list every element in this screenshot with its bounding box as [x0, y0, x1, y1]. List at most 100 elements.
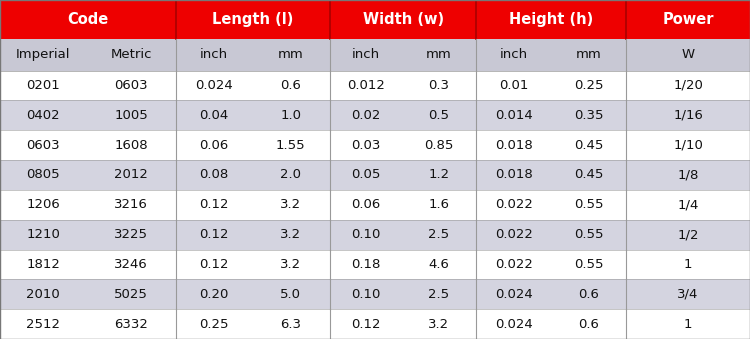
- Bar: [251, 71, 330, 100]
- Bar: [0, 309, 86, 339]
- Text: 3.2: 3.2: [280, 228, 302, 241]
- Text: 0.022: 0.022: [495, 228, 532, 241]
- Text: 0.25: 0.25: [199, 318, 229, 331]
- Text: 0.45: 0.45: [574, 168, 604, 181]
- Text: 1/20: 1/20: [674, 79, 703, 92]
- Bar: [176, 160, 251, 190]
- Text: 3225: 3225: [114, 228, 148, 241]
- Text: Metric: Metric: [110, 48, 152, 61]
- Bar: [476, 279, 551, 309]
- Bar: [0, 71, 86, 100]
- Text: 3216: 3216: [114, 198, 148, 211]
- Bar: [476, 100, 551, 130]
- Text: Width (w): Width (w): [362, 12, 444, 27]
- Text: 5025: 5025: [114, 288, 148, 301]
- Text: 0.12: 0.12: [351, 318, 380, 331]
- Text: 0.12: 0.12: [199, 258, 229, 271]
- Text: 0603: 0603: [26, 139, 60, 152]
- Bar: [251, 279, 330, 309]
- Text: 1/4: 1/4: [677, 198, 699, 211]
- Text: 0402: 0402: [26, 109, 60, 122]
- Bar: [86, 71, 176, 100]
- Text: 0.35: 0.35: [574, 109, 604, 122]
- Text: 1: 1: [684, 318, 692, 331]
- Bar: [0, 39, 86, 71]
- Text: Code: Code: [68, 12, 109, 27]
- Bar: [0, 130, 86, 160]
- Bar: [86, 160, 176, 190]
- Text: 1/2: 1/2: [677, 228, 699, 241]
- Bar: [626, 250, 750, 279]
- Bar: [251, 250, 330, 279]
- Bar: [626, 190, 750, 220]
- Bar: [86, 250, 176, 279]
- Text: 0.024: 0.024: [495, 318, 532, 331]
- Bar: [626, 309, 750, 339]
- Bar: [401, 71, 476, 100]
- Text: Height (h): Height (h): [509, 12, 593, 27]
- Text: 0.45: 0.45: [574, 139, 604, 152]
- Text: 1/16: 1/16: [674, 109, 703, 122]
- Bar: [401, 279, 476, 309]
- Bar: [626, 220, 750, 250]
- Bar: [251, 130, 330, 160]
- Bar: [251, 309, 330, 339]
- Bar: [551, 39, 626, 71]
- Text: 1812: 1812: [26, 258, 60, 271]
- Text: 0.55: 0.55: [574, 228, 604, 241]
- Text: Imperial: Imperial: [16, 48, 70, 61]
- Bar: [176, 190, 251, 220]
- Text: 0.25: 0.25: [574, 79, 604, 92]
- Bar: [401, 190, 476, 220]
- Text: 1: 1: [684, 258, 692, 271]
- Text: 0.03: 0.03: [351, 139, 380, 152]
- Bar: [176, 100, 251, 130]
- Bar: [401, 39, 476, 71]
- Text: 1005: 1005: [114, 109, 148, 122]
- Bar: [401, 309, 476, 339]
- Text: 0.06: 0.06: [351, 198, 380, 211]
- Text: 3246: 3246: [114, 258, 148, 271]
- Text: 0.06: 0.06: [200, 139, 229, 152]
- Text: 0.024: 0.024: [195, 79, 232, 92]
- Bar: [476, 160, 551, 190]
- Bar: [176, 220, 251, 250]
- Bar: [476, 130, 551, 160]
- Bar: [0, 250, 86, 279]
- Bar: [251, 190, 330, 220]
- Text: 0.20: 0.20: [199, 288, 229, 301]
- Bar: [551, 220, 626, 250]
- Text: mm: mm: [278, 48, 304, 61]
- Text: 3.2: 3.2: [280, 198, 302, 211]
- Bar: [251, 160, 330, 190]
- Bar: [0, 220, 86, 250]
- Text: 3/4: 3/4: [677, 288, 699, 301]
- Text: Power: Power: [662, 12, 714, 27]
- Bar: [176, 130, 251, 160]
- Bar: [176, 0, 330, 39]
- Bar: [251, 39, 330, 71]
- Bar: [176, 309, 251, 339]
- Bar: [251, 100, 330, 130]
- Text: 1/10: 1/10: [674, 139, 703, 152]
- Bar: [626, 39, 750, 71]
- Bar: [551, 71, 626, 100]
- Text: 0.018: 0.018: [495, 139, 532, 152]
- Text: 2012: 2012: [114, 168, 148, 181]
- Bar: [626, 160, 750, 190]
- Text: 1206: 1206: [26, 198, 60, 211]
- Text: 0.024: 0.024: [495, 288, 532, 301]
- Text: 1/8: 1/8: [677, 168, 699, 181]
- Text: W: W: [682, 48, 694, 61]
- Text: Length (l): Length (l): [212, 12, 294, 27]
- Bar: [626, 279, 750, 309]
- Bar: [86, 279, 176, 309]
- Text: 0.12: 0.12: [199, 228, 229, 241]
- Bar: [476, 39, 551, 71]
- Bar: [0, 279, 86, 309]
- Text: 0.12: 0.12: [199, 198, 229, 211]
- Text: 0.04: 0.04: [200, 109, 229, 122]
- Bar: [476, 220, 551, 250]
- Text: 0.012: 0.012: [346, 79, 385, 92]
- Bar: [401, 100, 476, 130]
